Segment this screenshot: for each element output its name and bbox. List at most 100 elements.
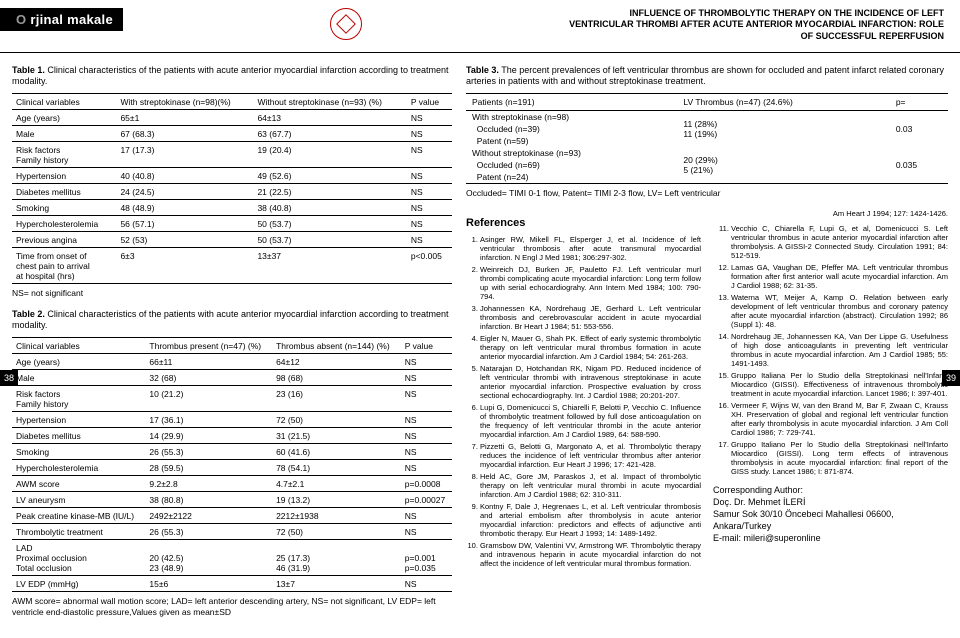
right-column: Table 3. The percent prevalences of left…	[466, 61, 948, 628]
journal-logo-icon	[330, 8, 362, 40]
cell: Diabetes mellitus	[12, 184, 116, 200]
cell: 19 (20.4)	[253, 142, 406, 168]
cell: NS	[407, 126, 452, 142]
reference-item: Gruppo Italiano Per lo Studio della Stre…	[731, 440, 948, 476]
table1: Clinical variables With streptokinase (n…	[12, 93, 452, 284]
table-row: LV aneurysm38 (80.8)19 (13.2)p=0.00027	[12, 492, 452, 508]
table-row: Without streptokinase (n=93)20 (29%)5 (2…	[466, 147, 948, 159]
cell: 17 (17.3)	[116, 142, 253, 168]
cell: 25 (17.3) 46 (31.9)	[272, 540, 401, 576]
cell: 20 (42.5) 23 (48.9)	[145, 540, 272, 576]
cell: 26 (55.3)	[145, 524, 272, 540]
cell: Patent (n=59)	[466, 135, 677, 147]
cell: Hypercholesterolemia	[12, 216, 116, 232]
cell: Occluded (n=39)	[466, 123, 677, 135]
cell: 38 (80.8)	[145, 492, 272, 508]
cell: 72 (50)	[272, 524, 401, 540]
reference-item: Pizzetti G, Belotti G, Margonato A, et a…	[480, 442, 701, 469]
col-header: P value	[401, 338, 452, 354]
cell: Male	[12, 126, 116, 142]
cell: 63 (67.7)	[253, 126, 406, 142]
cell: NS	[401, 370, 452, 386]
cell: With streptokinase (n=98)	[466, 111, 677, 124]
table-row: Hypertension17 (36.1)72 (50)NS	[12, 412, 452, 428]
cell: NS	[401, 576, 452, 592]
cell: NS	[401, 354, 452, 370]
table-row: Clinical variables With streptokinase (n…	[12, 94, 452, 110]
references-columns: References Asinger RW, Mikell FL, Elsper…	[466, 209, 948, 571]
reference-item: Asinger RW, Mikell FL, Elsperger J, et a…	[480, 235, 701, 262]
cell: 11 (28%)11 (19%)	[677, 111, 889, 148]
cell: Diabetes mellitus	[12, 428, 145, 444]
table-row: Hypercholesterolemia56 (57.1)50 (53.7)NS	[12, 216, 452, 232]
cell: p=0.00027	[401, 492, 452, 508]
reference-item: Weinreich DJ, Burken JF, Pauletto FJ. Le…	[480, 265, 701, 301]
cell: 2212±1938	[272, 508, 401, 524]
table-row: Male32 (68)98 (68)NS	[12, 370, 452, 386]
reference-list: Vecchio C, Chiarella F, Lupi G, et al, D…	[713, 224, 948, 476]
table-row: Smoking48 (48.9)38 (40.8)NS	[12, 200, 452, 216]
category-prefix: O	[16, 12, 26, 27]
reference-item: Vermeer F, Wijns W, van den Brand M, Bar…	[731, 401, 948, 437]
reference-item: Natarajan D, Hotchandan RK, Nigam PD. Re…	[480, 364, 701, 400]
cell: NS	[407, 184, 452, 200]
table2: Clinical variables Thrombus present (n=4…	[12, 337, 452, 592]
cell: NS	[407, 232, 452, 248]
cell: 32 (68)	[145, 370, 272, 386]
category-text: rjinal makale	[26, 12, 113, 27]
cell: Smoking	[12, 200, 116, 216]
table2-caption: Table 2. Clinical characteristics of the…	[12, 309, 452, 332]
col-header: Thrombus present (n=47) (%)	[145, 338, 272, 354]
cell: 52 (53)	[116, 232, 253, 248]
cell: 98 (68)	[272, 370, 401, 386]
cell: 14 (29.9)	[145, 428, 272, 444]
cell: 6±3	[116, 248, 253, 284]
cell: 78 (54.1)	[272, 460, 401, 476]
table2-note: AWM score= abnormal wall motion score; L…	[12, 596, 452, 617]
reference-item: Held AC, Gore JM, Paraskos J, et al. Imp…	[480, 472, 701, 499]
corresponding-author: Corresponding Author: Doç. Dr. Mehmet İL…	[713, 484, 948, 545]
reference-item: Lupi G, Domenicucci S, Chiarelli F, Belo…	[480, 403, 701, 439]
table-row: Risk factors Family history10 (21.2)23 (…	[12, 386, 452, 412]
table-row: Age (years)66±1164±12NS	[12, 354, 452, 370]
reference-item: Nordrehaug JE, Johannessen KA, Van Der L…	[731, 332, 948, 368]
cell: LV aneurysm	[12, 492, 145, 508]
table-row: Smoking26 (55.3)60 (41.6)NS	[12, 444, 452, 460]
page-header: O rjinal makale INFLUENCE OF THROMBOLYTI…	[0, 0, 960, 52]
cell: 28 (59.5)	[145, 460, 272, 476]
table-row: LAD Proximal occlusion Total occlusion 2…	[12, 540, 452, 576]
cell: NS	[401, 508, 452, 524]
cell: Occluded (n=69)	[466, 159, 677, 171]
table-row: Time from onset of chest pain to arrival…	[12, 248, 452, 284]
paper-title: INFLUENCE OF THROMBOLYTIC THERAPY ON THE…	[569, 8, 944, 42]
cell: NS	[401, 460, 452, 476]
cell: NS	[407, 110, 452, 126]
cell: Peak creatine kinase-MB (IU/L)	[12, 508, 145, 524]
corr-line: Doç. Dr. Mehmet İLERİ	[713, 496, 948, 508]
table-row: Previous angina52 (53)50 (53.7)NS	[12, 232, 452, 248]
table-row: Male67 (68.3)63 (67.7)NS	[12, 126, 452, 142]
col-header: Thrombus absent (n=144) (%)	[272, 338, 401, 354]
cell: Age (years)	[12, 110, 116, 126]
cell: NS	[407, 168, 452, 184]
table3-note: Occluded= TIMI 0-1 flow, Patent= TIMI 2-…	[466, 188, 948, 199]
table3: Patients (n=191) LV Thrombus (n=47) (24.…	[466, 93, 948, 184]
cell: LAD Proximal occlusion Total occlusion	[12, 540, 145, 576]
col-header: Clinical variables	[12, 338, 145, 354]
cell: p=0.001 p=0.035	[401, 540, 452, 576]
reference-item: Gramsbow DW, Valentini VV, Armstrong WF.…	[480, 541, 701, 568]
page-number-right: 39	[942, 370, 960, 386]
reference-item: Vecchio C, Chiarella F, Lupi G, et al, D…	[731, 224, 948, 260]
table3-caption: Table 3. The percent prevalences of left…	[466, 65, 948, 88]
cell: Risk factors Family history	[12, 142, 116, 168]
cell: Hypercholesterolemia	[12, 460, 145, 476]
cell: Without streptokinase (n=93)	[466, 147, 677, 159]
cell: 64±13	[253, 110, 406, 126]
cell: 49 (52.6)	[253, 168, 406, 184]
corr-heading: Corresponding Author:	[713, 484, 948, 496]
col-header: P value	[407, 94, 452, 110]
reference-item: Lamas GA, Vaughan DE, Pfeffer MA. Left v…	[731, 263, 948, 290]
reference-item: Johannessen KA, Nordrehaug JE, Gerhard L…	[480, 304, 701, 331]
corr-line: E-mail: mileri@superonline	[713, 532, 948, 544]
cell: NS	[407, 200, 452, 216]
